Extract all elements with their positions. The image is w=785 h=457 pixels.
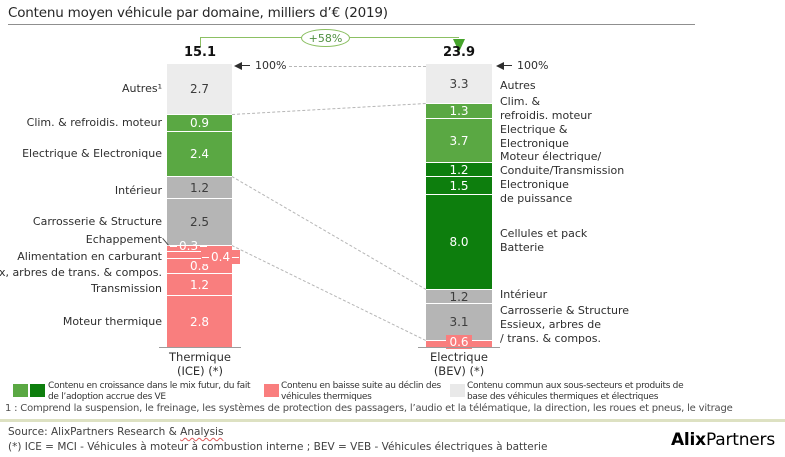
label-right-interieur: Intérieur — [500, 288, 548, 301]
bar-thermique: 2.7 0.9 2.4 1.2 2.5 0.8 1.2 2.8 0.3 0.4 — [167, 64, 241, 347]
source-line: Source: AlixPartners Research & Analysis — [8, 426, 224, 438]
abbreviation-note: (*) ICE = MCI - Véhicules à moteur à com… — [8, 441, 548, 453]
title-underline — [8, 24, 695, 25]
left-arrow-icon — [234, 61, 242, 70]
arrow-dash — [504, 65, 512, 66]
label-right-cellules: Cellules et pack Batterie — [500, 227, 588, 254]
footnote: 1 : Comprend la suspension, le freinage,… — [5, 403, 733, 414]
pct-label: 100% — [255, 59, 287, 72]
label-right-autres: Autres — [500, 79, 536, 92]
label-left-moteur: Moteur thermique — [62, 315, 162, 328]
spellcheck-flagged-word: Analysis — [180, 426, 224, 438]
segment-autres: 3.3 — [426, 64, 492, 103]
segment-value: 2.4 — [189, 147, 210, 161]
footer-separator — [0, 419, 785, 422]
legend-label-growth: Contenu en croissance dans le mix futur,… — [48, 381, 251, 402]
label-left-essieux: Essieux, arbres de trans. & compos. — [0, 266, 162, 279]
pct-annotation-right: 100% — [496, 59, 548, 72]
legend-label-decline: Contenu en baisse suite au déclin des véh… — [281, 381, 441, 402]
label-left-carrosserie: Carrosserie & Structure — [32, 215, 162, 228]
connector-top — [289, 66, 426, 67]
arrow-dash — [242, 65, 250, 66]
pct-label: 100% — [517, 59, 549, 72]
page-title: Contenu moyen véhicule par domaine, mill… — [8, 5, 388, 21]
legend-swatch-common-gray — [450, 384, 465, 397]
segment-value: 1.2 — [189, 180, 210, 195]
connector-gray-boundary — [231, 245, 426, 341]
segment-clim: 1.3 — [426, 103, 492, 118]
axis-label-thermique: Thermique (ICE) (*) — [169, 350, 231, 378]
label-right-clim: Clim. & refroidis. moteur — [500, 95, 592, 122]
segment-autres: 2.7 — [167, 64, 232, 114]
left-arrow-icon — [496, 61, 504, 70]
label-right-electrique: Electrique & Electronique — [500, 123, 569, 150]
connector-green-boundary — [231, 176, 427, 291]
legend-swatch-growth-green — [13, 384, 28, 397]
connector-autres-boundary — [232, 103, 426, 115]
segment-value: 1.5 — [449, 178, 469, 193]
legend-label-common: Contenu commun aux sous-secteurs et prod… — [467, 381, 684, 402]
label-left-electrique: Electrique & Electronique — [22, 147, 162, 160]
segment-electrique-electronique: 3.7 — [426, 118, 492, 162]
segment-cellules-batterie: 8.0 — [426, 194, 492, 289]
segment-value: 3.7 — [449, 133, 469, 148]
segment-value: 8.0 — [449, 235, 469, 249]
growth-bracket-stub — [200, 37, 201, 47]
segment-transmission: 1.2 — [167, 273, 232, 295]
segment-value: 2.5 — [189, 215, 210, 229]
segment-value: 2.7 — [189, 82, 210, 96]
pct-annotation-left: 100% — [234, 59, 286, 72]
segment-moteur-electrique: 1.2 — [426, 162, 492, 177]
baseline-electrique — [418, 347, 500, 348]
label-right-moteur-electrique: Moteur électrique/Conduite/Transmission — [500, 150, 625, 177]
axis-label-electrique: Electrique (BEV) (*) — [430, 350, 488, 378]
segment-interieur: 1.2 — [167, 176, 232, 198]
segment-value: 1.2 — [449, 162, 469, 177]
value-essieux: 0.6 — [426, 335, 492, 349]
baseline-thermique — [159, 347, 241, 348]
segment-carrosserie: 3.1 — [426, 303, 492, 340]
value-echappement: 0.3 — [170, 239, 207, 253]
segment-value: 1.2 — [449, 289, 469, 304]
total-electrique: 23.9 — [442, 45, 476, 60]
bar-electrique: 3.3 1.3 3.7 1.2 1.5 8.0 1.2 3.1 0.6 — [426, 64, 492, 349]
segment-clim: 0.9 — [167, 114, 232, 131]
label-left-autres: Autres¹ — [122, 82, 162, 95]
segment-interieur: 1.2 — [426, 289, 492, 304]
label-left-clim: Clim. & refroidis. moteur — [26, 116, 162, 129]
segment-value: 3.1 — [449, 315, 469, 329]
growth-badge: +58% — [301, 29, 350, 47]
segment-electronique-puissance: 1.5 — [426, 176, 492, 194]
label-left-alimentation: Alimentation en carburant — [17, 250, 162, 263]
value-alimentation: 0.4 — [201, 250, 241, 264]
segment-carrosserie: 2.5 — [167, 198, 232, 245]
label-left-echappement: Echappement — [85, 233, 162, 246]
label-left-transmission: Transmission — [90, 282, 162, 295]
total-thermique: 15.1 — [183, 45, 217, 60]
label-right-electronique-puissance: Electronique de puissance — [500, 178, 573, 205]
segment-electrique-electronique: 2.4 — [167, 131, 232, 176]
label-left-interieur: Intérieur — [114, 184, 162, 197]
growth-arrow-down-icon — [453, 39, 465, 52]
label-right-essieux: Essieux, arbres de / trans. & compos. — [500, 318, 601, 345]
segment-value: 1.2 — [189, 277, 210, 292]
segment-value: 3.3 — [449, 76, 469, 91]
legend-swatch-growth-darkgreen — [30, 384, 45, 397]
label-right-carrosserie: Carrosserie & Structure — [500, 304, 630, 317]
segment-value: 0.9 — [189, 116, 210, 130]
alixpartners-logo: AlixPartners — [670, 430, 775, 450]
segment-value: 2.8 — [189, 314, 210, 329]
segment-moteur-thermique: 2.8 — [167, 295, 232, 347]
legend-swatch-decline-red — [264, 384, 279, 397]
segment-value: 1.3 — [449, 104, 469, 118]
